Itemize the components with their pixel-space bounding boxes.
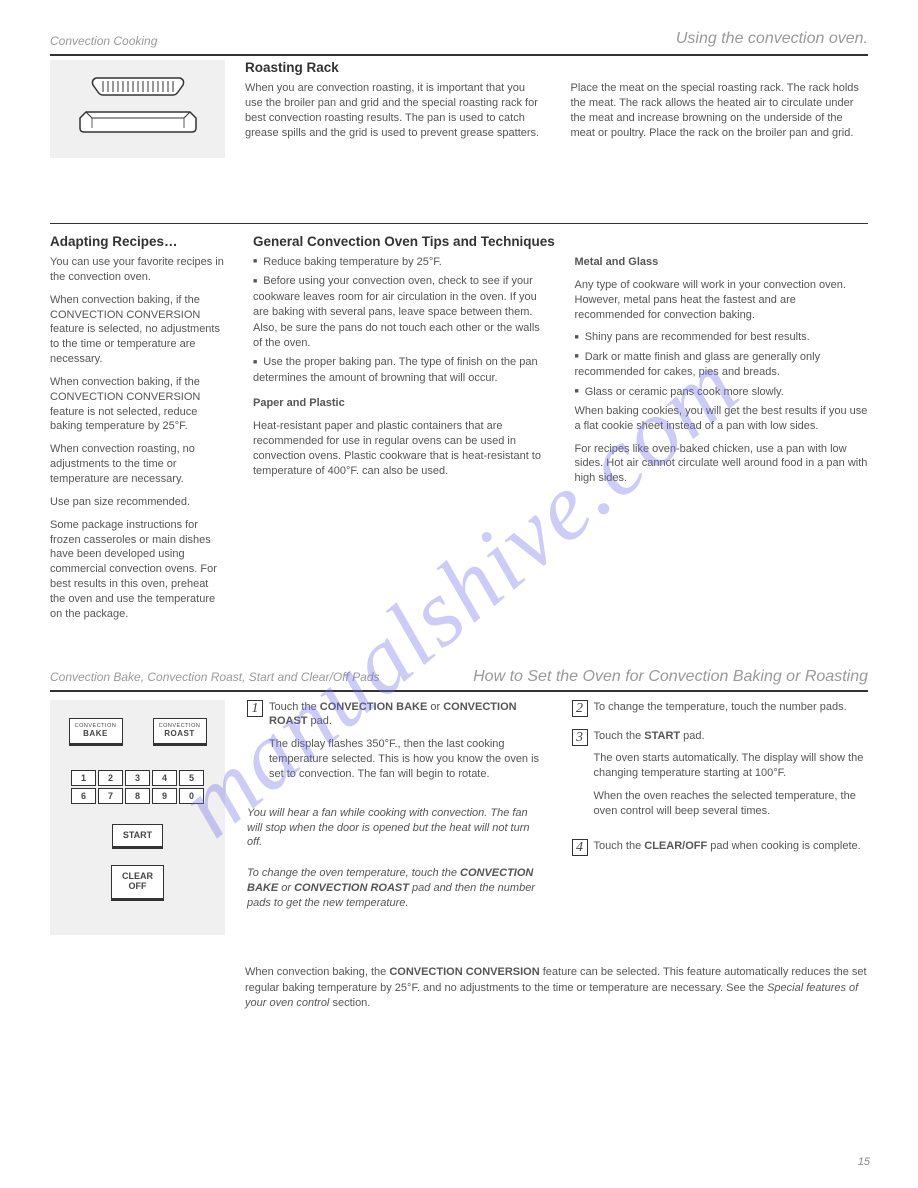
- metal-para: Any type of cookware will work in your c…: [575, 278, 869, 323]
- final-note: When convection baking, the CONVECTION C…: [50, 965, 868, 1011]
- key-8[interactable]: 8: [125, 788, 150, 804]
- metal-list: Shiny pans are recommended for best resu…: [575, 330, 869, 400]
- step-1b-text: The display flashes 350°F., then the las…: [269, 737, 544, 782]
- adapting-section: Adapting Recipes… You can use your favor…: [50, 234, 868, 630]
- tip-item: Reduce baking temperature by 25°F.: [253, 255, 547, 270]
- foil-para-1: When baking cookies, you will get the be…: [575, 404, 869, 434]
- step-number-icon: 3: [572, 729, 588, 746]
- tips-heading: General Convection Oven Tips and Techniq…: [253, 234, 868, 249]
- key-9[interactable]: 9: [152, 788, 177, 804]
- adapt-p1: You can use your favorite recipes in the…: [50, 255, 225, 285]
- roasting-rack-illustration: [50, 60, 225, 158]
- adapt-p6: Some package instructions for frozen cas…: [50, 518, 225, 622]
- metal-heading: Metal and Glass: [575, 256, 659, 268]
- adapting-heading: Adapting Recipes…: [50, 234, 225, 249]
- key-7[interactable]: 7: [98, 788, 123, 804]
- step-4-text: Touch the CLEAR/OFF pad when cooking is …: [594, 839, 869, 854]
- paper-para: Heat-resistant paper and plastic contain…: [253, 419, 547, 478]
- roasting-left-para: When you are convection roasting, it is …: [245, 81, 543, 140]
- convection-bake-button[interactable]: CONVECTION BAKE: [69, 718, 123, 746]
- section3-breadcrumb: Convection Bake, Convection Roast, Start…: [50, 670, 380, 684]
- key-2[interactable]: 2: [98, 770, 123, 786]
- adapt-p4: When convection roasting, no adjustments…: [50, 442, 225, 487]
- header-rule: [50, 54, 868, 56]
- bake-bot-label: BAKE: [83, 729, 108, 738]
- note-2: To change the oven temperature, touch th…: [247, 866, 544, 911]
- foil-para-2: For recipes like oven-baked chicken, use…: [575, 442, 869, 487]
- step-3-text: Touch the START pad.: [594, 730, 705, 742]
- step-number-icon: 4: [572, 839, 588, 856]
- tip-item: Use the proper baking pan. The type of f…: [253, 355, 547, 386]
- control-panel-illustration: CONVECTION BAKE CONVECTION ROAST 1 2 3 4…: [50, 700, 225, 936]
- section3-title: How to Set the Oven for Convection Bakin…: [473, 668, 868, 686]
- step-3c-text: When the oven reaches the selected tempe…: [594, 789, 869, 819]
- key-6[interactable]: 6: [71, 788, 96, 804]
- step-1: 1 Touch the CONVECTION BAKE or CONVECTIO…: [247, 700, 544, 790]
- key-3[interactable]: 3: [125, 770, 150, 786]
- grill-pan-svg: [73, 60, 203, 155]
- adapt-p3: When convection baking, if the CONVECTIO…: [50, 375, 225, 434]
- step-4: 4 Touch the CLEAR/OFF pad when cooking i…: [572, 839, 869, 856]
- metal-item: Glass or ceramic pans cook more slowly.: [575, 385, 869, 400]
- adapt-p5: Use pan size recommended.: [50, 495, 225, 510]
- section-divider-1: [50, 223, 868, 224]
- step-3b-text: The oven starts automatically. The displ…: [594, 751, 869, 781]
- page-header: Convection Cooking Using the convection …: [50, 30, 868, 48]
- clear-off-button[interactable]: CLEAR OFF: [111, 865, 164, 901]
- page-number: 15: [858, 1156, 870, 1168]
- roast-bot-label: ROAST: [164, 729, 195, 738]
- steps-area: CONVECTION BAKE CONVECTION ROAST 1 2 3 4…: [50, 700, 868, 936]
- keypad: 1 2 3 4 5 6 7 8 9 0: [60, 770, 215, 804]
- key-1[interactable]: 1: [71, 770, 96, 786]
- roasting-right-para: Place the meat on the special roasting r…: [571, 81, 869, 140]
- key-5[interactable]: 5: [179, 770, 204, 786]
- step-1-text: Touch the CONVECTION BAKE or CONVECTION …: [269, 701, 517, 728]
- paper-heading: Paper and Plastic: [253, 397, 345, 409]
- step-2-text: To change the temperature, touch the num…: [594, 700, 869, 715]
- start-button[interactable]: START: [112, 824, 163, 850]
- metal-item: Dark or matte finish and glass are gener…: [575, 350, 869, 381]
- header-breadcrumb: Convection Cooking: [50, 34, 157, 48]
- metal-item: Shiny pans are recommended for best resu…: [575, 330, 869, 345]
- key-0[interactable]: 0: [179, 788, 204, 804]
- convection-roast-button[interactable]: CONVECTION ROAST: [153, 718, 207, 746]
- key-4[interactable]: 4: [152, 770, 177, 786]
- step-number-icon: 2: [572, 700, 588, 717]
- section3-rule: [50, 690, 868, 692]
- note-1: You will hear a fan while cooking with c…: [247, 806, 544, 851]
- adapt-p2: When convection baking, if the CONVECTIO…: [50, 293, 225, 367]
- roasting-rack-section: Roasting Rack When you are convection ro…: [50, 60, 868, 158]
- step-2: 2 To change the temperature, touch the n…: [572, 700, 869, 717]
- step-number-icon: 1: [247, 700, 263, 717]
- tip-item: Before using your convection oven, check…: [253, 274, 547, 351]
- step-3: 3 Touch the START pad. The oven starts a…: [572, 729, 869, 827]
- section3-header: Convection Bake, Convection Roast, Start…: [50, 668, 868, 686]
- roasting-rack-heading: Roasting Rack: [245, 60, 868, 75]
- tips-list-1: Reduce baking temperature by 25°F. Befor…: [253, 255, 547, 386]
- header-title: Using the convection oven.: [676, 30, 868, 48]
